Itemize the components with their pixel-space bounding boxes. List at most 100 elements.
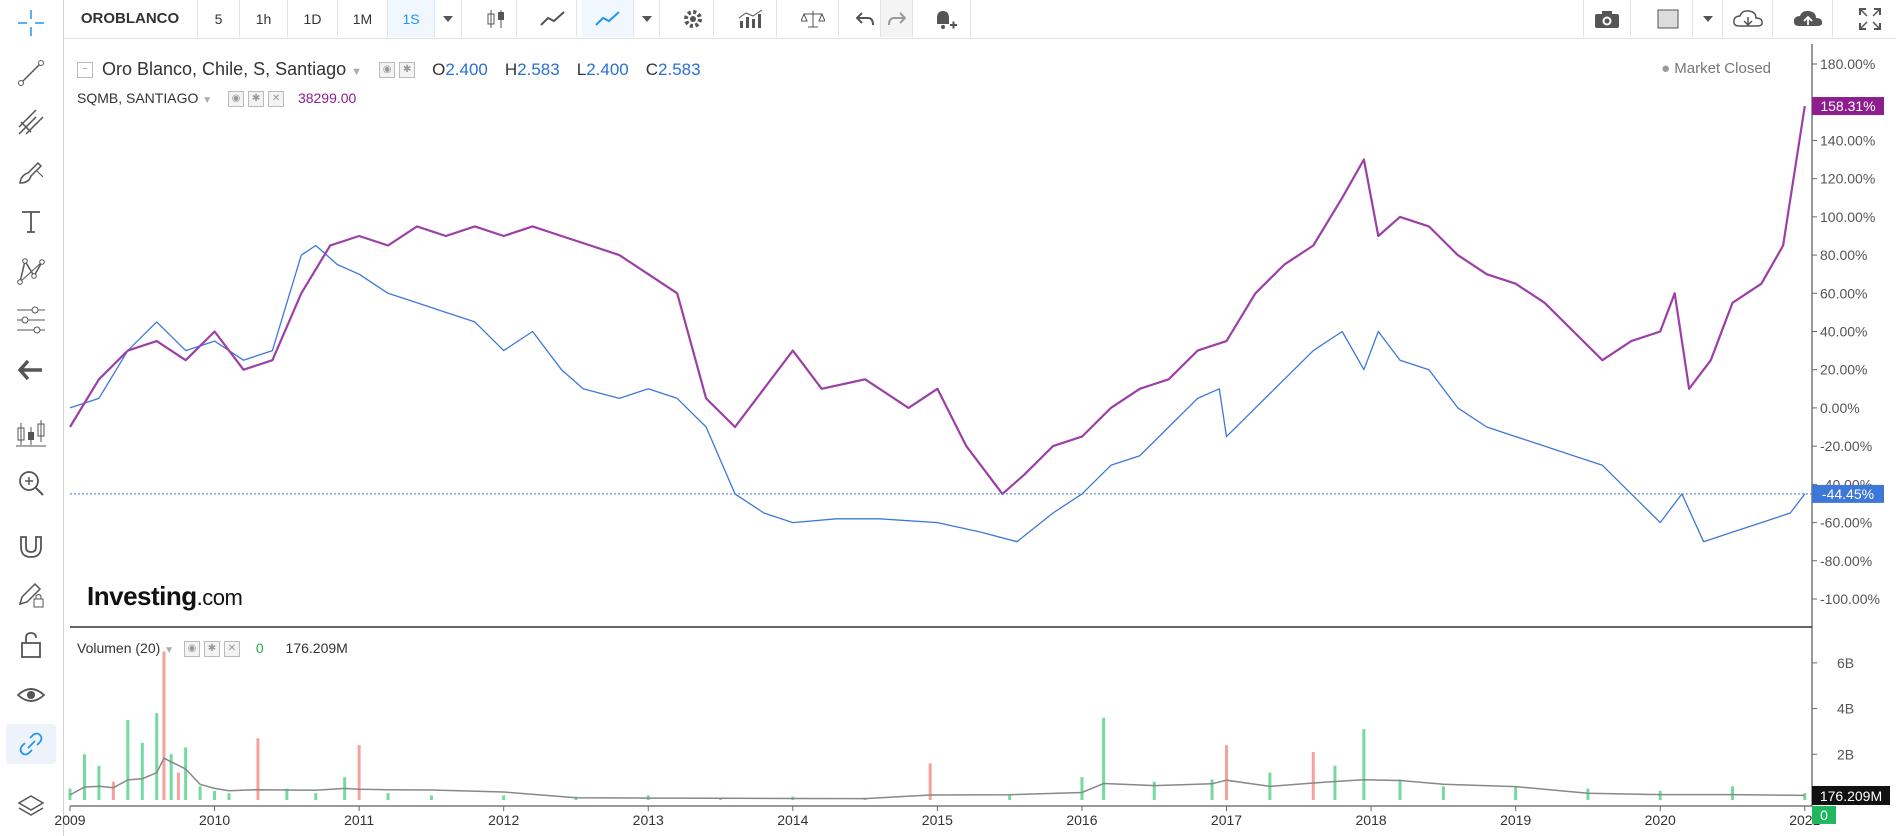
volume-bar: [1152, 781, 1156, 800]
object-tree-tool[interactable]: [6, 787, 56, 827]
interval-5[interactable]: 5: [198, 0, 240, 37]
collapse-icon[interactable]: −: [77, 62, 93, 79]
unlock-icon: [21, 632, 41, 658]
pitchfork-tool[interactable]: [6, 102, 56, 142]
price-axis[interactable]: 180.00%160.00%140.00%120.00%100.00%80.00…: [1812, 56, 1880, 607]
volume-ma-line: [69, 757, 1805, 800]
long-position-tool[interactable]: [6, 413, 56, 453]
save-layout-button[interactable]: [1783, 0, 1833, 37]
crosshair-tool[interactable]: [6, 3, 56, 43]
symbol-search[interactable]: OROBLANCO: [63, 0, 198, 37]
compare-series-title[interactable]: SQMB, SANTIAGO: [77, 90, 199, 106]
gear-icon[interactable]: ✱: [203, 641, 220, 658]
redo-button[interactable]: [881, 0, 913, 37]
magnet-tool[interactable]: [6, 526, 56, 566]
zoom-tool[interactable]: [6, 463, 56, 503]
undo-button[interactable]: [849, 0, 881, 37]
price-tick-label: 0.00%: [1820, 400, 1860, 416]
line-chart-button[interactable]: [529, 0, 577, 37]
color-picker[interactable]: [1643, 0, 1693, 37]
ohlc-value: 2.583: [658, 60, 701, 79]
interval-1s[interactable]: 1S: [388, 0, 435, 37]
layers-icon: [17, 795, 45, 816]
volume-bar: [1102, 717, 1106, 800]
compare-line-button[interactable]: [582, 0, 634, 37]
gear-icon[interactable]: ✱: [248, 91, 265, 108]
volume-bar: [176, 772, 180, 800]
compare-button[interactable]: [787, 0, 839, 37]
price-tick-label: 100.00%: [1820, 209, 1875, 225]
volume-bar: [140, 742, 144, 800]
ohlc-key: C: [645, 60, 659, 79]
main-series-title[interactable]: Oro Blanco, Chile, S, Santiago: [102, 59, 347, 79]
lock-drawings-tool[interactable]: [6, 575, 56, 615]
text-icon: [22, 211, 40, 233]
settings-button[interactable]: [672, 0, 714, 37]
close-icon[interactable]: ✕: [268, 91, 285, 108]
prediction-tool[interactable]: [6, 300, 56, 340]
volume-bar: [1803, 793, 1807, 800]
fullscreen-button[interactable]: [1843, 0, 1896, 37]
text-tool[interactable]: [6, 201, 56, 241]
volume-bar: [1225, 745, 1229, 800]
volume-bar: [184, 747, 188, 800]
snapshot-button[interactable]: [1583, 0, 1631, 37]
chevron-down-icon[interactable]: ▼: [164, 645, 175, 656]
volume-bar: [1658, 790, 1662, 800]
candles-button[interactable]: [475, 0, 517, 37]
volume-last-badge: [1812, 785, 1890, 805]
close-icon[interactable]: ✕: [223, 641, 240, 658]
gear-icon[interactable]: ✱: [399, 62, 416, 79]
logo-brand: Investing: [87, 581, 197, 611]
eye-icon[interactable]: ◉: [228, 91, 245, 108]
unlock-tool[interactable]: [6, 625, 56, 665]
volume-bar: [227, 793, 231, 800]
time-axis[interactable]: 2009 2010 2011 2012 2013 2014 2015 2016 2017 2018…: [54, 806, 1821, 828]
load-layout-button[interactable]: [1723, 0, 1773, 37]
volume-tick-label: 6B: [1837, 655, 1854, 671]
eye-icon[interactable]: ◉: [379, 62, 396, 79]
last-value-text: -44.45%: [1822, 486, 1874, 502]
gear-icon: [683, 9, 702, 28]
volume-bar: [162, 651, 166, 800]
interval-1d[interactable]: 1D: [288, 0, 338, 37]
crosshair-icon: [18, 10, 44, 36]
volume-bar: [1080, 777, 1084, 800]
volume-title[interactable]: Volumen (20): [77, 640, 161, 656]
indicators-button[interactable]: [725, 0, 777, 37]
volume-legend: Volumen (20) ▼ ◉ ✱ ✕ 0 176.209M: [77, 640, 348, 658]
ohlc-value: 2.400: [445, 60, 488, 79]
volume-bar: [314, 793, 318, 800]
interval-dropdown[interactable]: [435, 0, 462, 37]
chevron-down-icon[interactable]: ▼: [202, 95, 213, 106]
volume-bar: [285, 788, 289, 800]
pattern-tool[interactable]: [6, 251, 56, 291]
ohlc-key: L: [576, 60, 587, 79]
brush-tool[interactable]: [6, 152, 56, 192]
volume-bar: [1398, 779, 1402, 800]
volume-bar: [357, 745, 361, 800]
sync-tool[interactable]: [6, 724, 56, 764]
cloud-download-icon: [1732, 9, 1763, 27]
magnet-icon: [20, 536, 42, 558]
eye-icon[interactable]: ◉: [183, 641, 200, 658]
volume-axis[interactable]: 6B 4B 2B: [1812, 655, 1854, 762]
back-button[interactable]: [6, 350, 56, 390]
series-lines: [69, 105, 1812, 543]
time-tick-label: 2020: [1645, 812, 1676, 828]
time-tick-label: 2017: [1211, 812, 1242, 828]
volume-bar: [502, 795, 506, 800]
interval-1m[interactable]: 1M: [338, 0, 388, 37]
chevron-down-icon[interactable]: ▼: [351, 66, 363, 78]
ohlc-high: H2.583: [505, 60, 560, 79]
volume-bar: [213, 790, 217, 800]
visibility-tool[interactable]: [6, 675, 56, 715]
time-tick-label: 2014: [777, 812, 808, 828]
chart-type-dropdown[interactable]: [634, 0, 660, 37]
color-dropdown[interactable]: [1693, 0, 1723, 37]
price-tick-label: 80.00%: [1820, 247, 1867, 263]
interval-1h[interactable]: 1h: [240, 0, 288, 37]
alert-button[interactable]: [919, 0, 971, 37]
trend-line-tool[interactable]: [6, 53, 56, 93]
